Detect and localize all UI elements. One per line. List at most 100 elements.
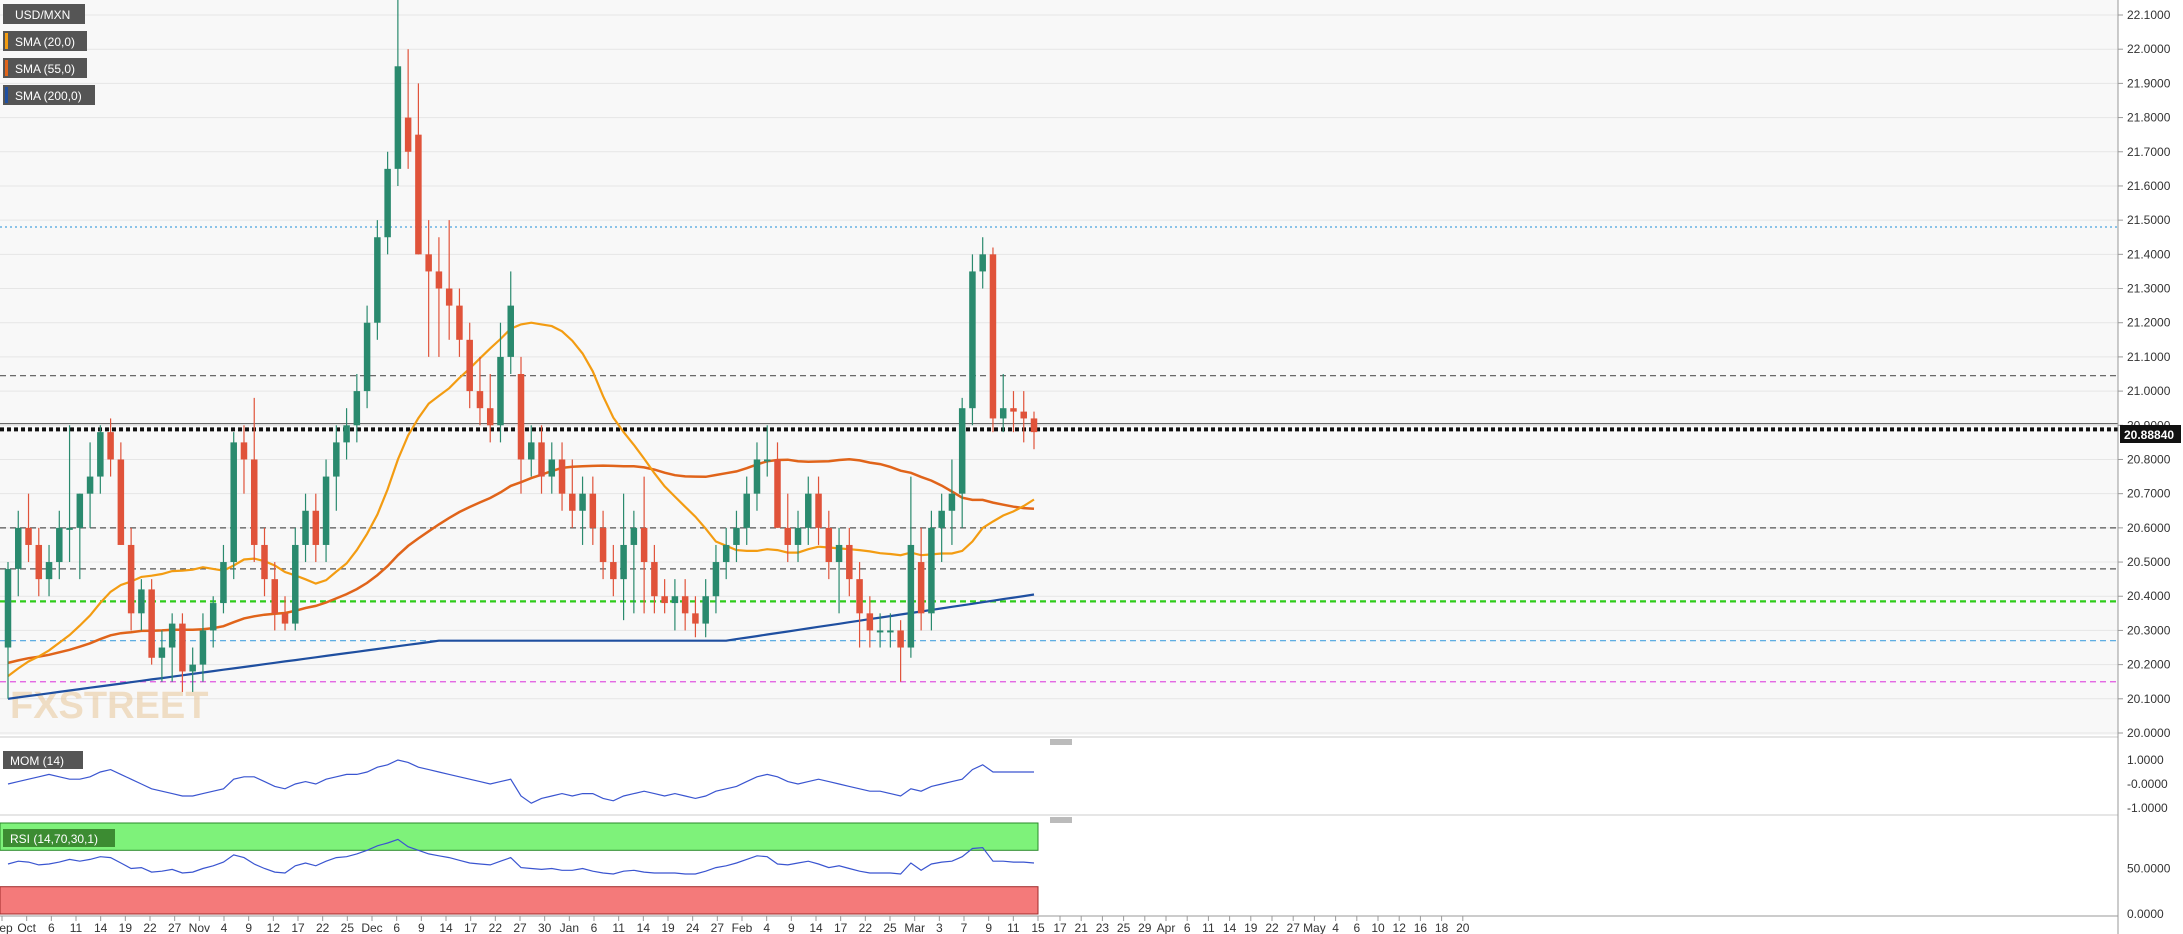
candle — [805, 476, 812, 545]
candle — [907, 476, 915, 658]
sma20-line — [7, 321, 1035, 677]
candle-body — [56, 527, 63, 563]
time-tick-label: Dec — [361, 921, 382, 934]
time-tick-label: 17 — [291, 921, 305, 934]
candle — [374, 220, 381, 340]
candle — [569, 459, 576, 528]
price-tick-label: 20.6000 — [2127, 521, 2171, 535]
candle — [630, 510, 638, 614]
candles — [4, 0, 1038, 699]
candle — [97, 425, 104, 494]
time-tick-label: 4 — [1332, 921, 1339, 934]
price-tick-label: 20.4000 — [2127, 589, 2171, 603]
legend-tag-sma200[interactable] — [3, 85, 95, 105]
candle-body — [979, 254, 986, 272]
candle-body — [948, 493, 956, 511]
candle — [733, 510, 740, 563]
candle-body — [168, 623, 176, 648]
price-tick-label: 20.0000 — [2127, 726, 2171, 740]
time-tick-label: 27 — [168, 921, 182, 934]
candle — [599, 510, 607, 580]
candle-body — [302, 510, 309, 545]
time-tick-label: 14 — [439, 921, 453, 934]
candle-body — [917, 562, 925, 614]
sma200-swatch — [5, 87, 8, 103]
resize-handle-1[interactable] — [1050, 739, 1072, 745]
candle-body — [876, 630, 884, 633]
candle — [661, 579, 668, 614]
candle — [948, 459, 956, 545]
candle-body — [702, 596, 709, 624]
candle-body — [456, 305, 463, 340]
candle — [938, 493, 945, 563]
price-panel-background — [0, 0, 2118, 735]
candle — [1030, 411, 1038, 450]
candle-body — [374, 237, 381, 323]
legend-tag-sma20[interactable] — [3, 31, 87, 51]
price-axis: 22.1000 22.0000 21.9000 21.8000 21.7000 21.60… — [2118, 8, 2171, 740]
candle-body — [692, 613, 699, 624]
resize-handle-2[interactable] — [1050, 817, 1072, 823]
time-tick-label: 6 — [1353, 921, 1360, 934]
legend-tag-pair[interactable] — [3, 4, 85, 24]
time-tick-label: 4 — [763, 921, 770, 934]
candle — [825, 510, 833, 580]
legend-rsi-label: RSI (14,70,30,1) — [10, 832, 98, 846]
candle — [312, 493, 320, 563]
candle-body — [907, 544, 915, 648]
candle — [456, 288, 463, 357]
candle-body — [630, 527, 638, 545]
candle — [876, 613, 884, 648]
legend-tag-mom[interactable] — [3, 751, 83, 769]
candle — [651, 544, 658, 614]
candle — [363, 305, 371, 409]
axis-background — [2118, 0, 2183, 934]
candle-body — [189, 664, 196, 672]
candle — [45, 544, 53, 597]
sma20-swatch — [5, 33, 8, 49]
time-tick-label: 10 — [1371, 921, 1385, 934]
candle — [763, 425, 771, 477]
legend-tag-sma55[interactable] — [3, 58, 87, 78]
candle-body — [610, 562, 617, 580]
candle — [722, 527, 730, 580]
candle — [507, 271, 514, 374]
time-tick-label: 18 — [1435, 921, 1449, 934]
candle-body — [261, 544, 268, 580]
candle — [322, 459, 330, 563]
candle-body — [158, 647, 166, 658]
candle-body — [825, 527, 833, 563]
candle — [415, 83, 422, 255]
time-tick-label: 29 — [1138, 921, 1152, 934]
time-tick-label: 6 — [48, 921, 55, 934]
candle-body — [220, 562, 227, 604]
legend-sma200-label: SMA (200,0) — [15, 89, 82, 103]
candle — [486, 374, 494, 443]
candle — [127, 527, 135, 631]
legend-tag-rsi[interactable] — [3, 829, 115, 847]
candle — [281, 596, 289, 631]
last-price-value: 20.88840 — [2124, 428, 2174, 442]
candle-body — [620, 544, 627, 580]
candle — [158, 630, 166, 682]
candle — [1020, 391, 1027, 443]
candle — [794, 510, 802, 563]
candle — [743, 476, 750, 545]
candle — [753, 442, 761, 511]
candle-body — [117, 459, 125, 545]
candle — [384, 151, 391, 255]
time-tick-label: 27 — [1287, 921, 1301, 934]
candle-body — [1010, 408, 1017, 412]
time-tick-label: Feb — [732, 921, 753, 934]
candle-body — [66, 527, 73, 530]
time-tick-label: 17 — [834, 921, 848, 934]
candle — [107, 418, 114, 477]
candle-body — [97, 432, 104, 477]
candle — [969, 254, 976, 426]
candle-body — [517, 374, 525, 460]
rsi-axis: 50.0000 0.0000 — [2127, 862, 2171, 922]
sma200-line — [7, 593, 1035, 700]
candle-body — [250, 459, 258, 545]
candle-body — [486, 408, 494, 426]
